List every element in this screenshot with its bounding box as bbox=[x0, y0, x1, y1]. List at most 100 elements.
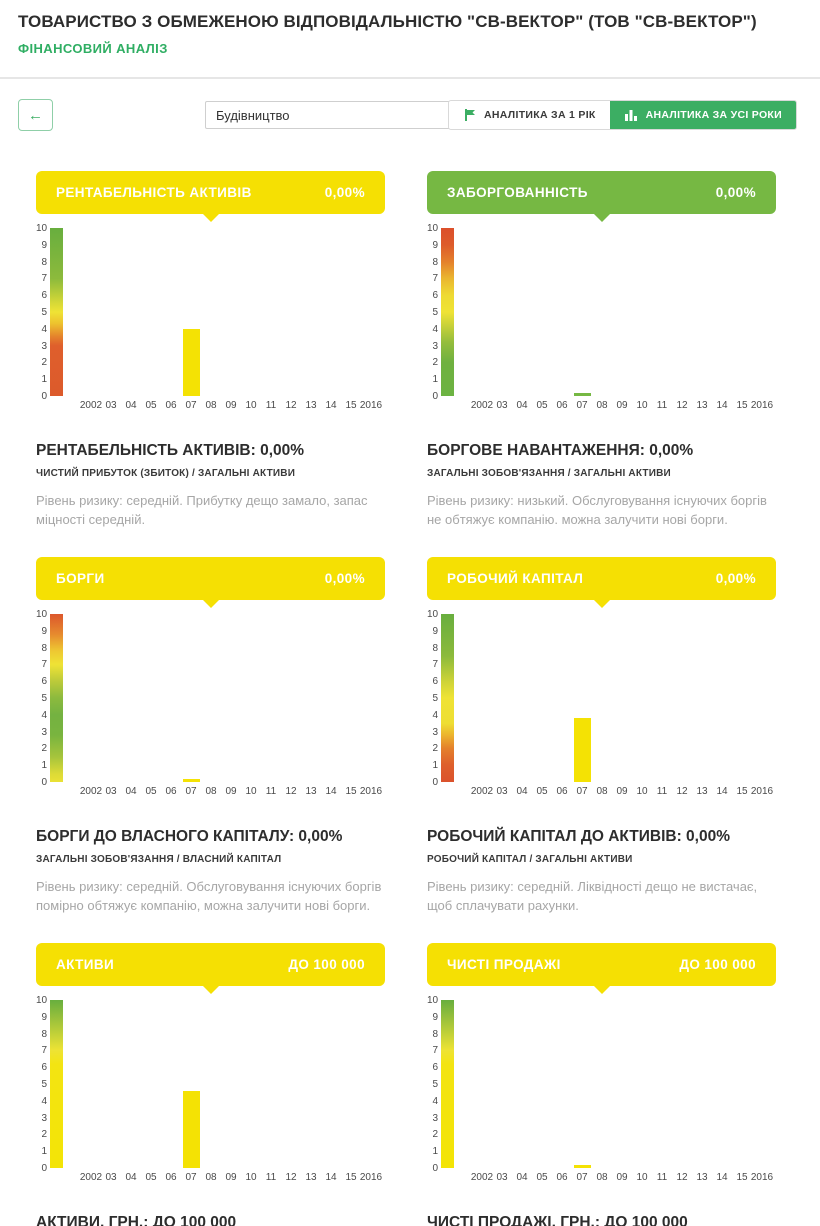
toolbar: ← Будівництво АНАЛІТИКА ЗА 1 РІК АНАЛІТИ… bbox=[0, 99, 820, 131]
y-tick-label: 1 bbox=[41, 1146, 47, 1158]
x-tick-label: 05 bbox=[536, 1172, 548, 1183]
y-tick-label: 8 bbox=[41, 256, 47, 268]
y-tick-label: 10 bbox=[36, 995, 48, 1006]
x-tick-label: 10 bbox=[245, 400, 257, 411]
x-tick-label: 11 bbox=[265, 786, 277, 797]
page-subtitle: ФІНАНСОВИЙ АНАЛІЗ bbox=[18, 41, 168, 56]
x-tick-label: 03 bbox=[105, 1172, 117, 1183]
flag-chart-icon bbox=[465, 109, 476, 121]
y-tick-label: 7 bbox=[41, 273, 47, 285]
metric-formula: РОБОЧИЙ КАПІТАЛ / ЗАГАЛЬНІ АКТИВИ bbox=[427, 854, 633, 865]
x-tick-label: 12 bbox=[285, 1172, 297, 1183]
y-tick-label: 4 bbox=[432, 1095, 438, 1107]
x-tick-label: 08 bbox=[596, 400, 608, 411]
x-tick-label: 14 bbox=[716, 400, 728, 411]
x-tick-label: 10 bbox=[636, 786, 648, 797]
y-tick-label: 1 bbox=[432, 1146, 438, 1158]
bar-chart-icon bbox=[624, 110, 637, 121]
y-tick-label: 10 bbox=[427, 995, 439, 1006]
y-tick-label: 9 bbox=[432, 1011, 438, 1023]
x-tick-label: 03 bbox=[105, 786, 117, 797]
y-tick-label: 9 bbox=[432, 239, 438, 251]
metric-chart: 10 9 8 7 6 5 4 3 2 1 0 bbox=[427, 995, 776, 1174]
metric-header-banner: РЕНТАБЕЛЬНІСТЬ АКТИВІВ 0,00% bbox=[36, 171, 385, 222]
y-tick-label: 9 bbox=[41, 1011, 47, 1023]
x-tick-label: 05 bbox=[536, 786, 548, 797]
y-tick-label: 2 bbox=[41, 743, 47, 755]
y-tick-label: 2 bbox=[41, 357, 47, 369]
y-tick-label: 2 bbox=[41, 1129, 47, 1141]
x-tick-label: 06 bbox=[556, 1172, 568, 1183]
x-axis: 2002 03 04 05 06 07 08 09 10 11 12 13 14 15 2016 bbox=[427, 1172, 776, 1185]
x-tick-label: 13 bbox=[696, 786, 708, 797]
y-tick-label: 3 bbox=[41, 726, 47, 738]
y-tick-label: 3 bbox=[432, 1112, 438, 1124]
x-tick-label: 11 bbox=[656, 400, 668, 411]
metric-panel: ЗАБОРГОВАННІСТЬ 0,00% 10 9 8 7 6 5 4 3 2 1 0 2002 0… bbox=[427, 171, 776, 530]
x-tick-label: 11 bbox=[656, 1172, 668, 1183]
x-tick-label: 14 bbox=[716, 1172, 728, 1183]
header-pointer-icon bbox=[593, 986, 610, 994]
analytics-all-years-button[interactable]: АНАЛІТИКА ЗА УСІ РОКИ bbox=[609, 101, 796, 129]
risk-scale-gradient-bar bbox=[441, 1000, 454, 1168]
metric-chart: 10 9 8 7 6 5 4 3 2 1 0 bbox=[427, 609, 776, 788]
x-tick-label: 06 bbox=[165, 400, 177, 411]
x-tick-label: 13 bbox=[305, 1172, 317, 1183]
x-tick-label: 07 bbox=[576, 1172, 588, 1183]
x-tick-label: 13 bbox=[305, 786, 317, 797]
x-tick-label: 2016 bbox=[750, 1172, 774, 1183]
y-tick-label: 4 bbox=[432, 323, 438, 335]
y-tick-label: 5 bbox=[41, 1079, 47, 1090]
x-tick-label: 15 bbox=[736, 786, 748, 797]
y-tick-label: 1 bbox=[432, 760, 438, 772]
x-tick-label: 07 bbox=[185, 786, 197, 797]
x-tick-label: 15 bbox=[345, 400, 357, 411]
metric-header-value: 0,00% bbox=[324, 571, 365, 586]
x-tick-label: 11 bbox=[265, 1172, 277, 1183]
y-tick-label: 10 bbox=[427, 609, 439, 620]
metric-formula: ЗАГАЛЬНІ ЗОБОВ'ЯЗАННЯ / ВЛАСНИЙ КАПІТАЛ bbox=[36, 854, 282, 865]
chart-bar bbox=[182, 328, 200, 396]
analytics-button-group: АНАЛІТИКА ЗА 1 РІК АНАЛІТИКА ЗА УСІ РОКИ bbox=[448, 100, 797, 130]
y-tick-label: 2 bbox=[432, 1129, 438, 1141]
x-tick-label: 08 bbox=[205, 400, 217, 411]
x-tick-label: 2002 bbox=[470, 1172, 494, 1183]
risk-scale-gradient-bar bbox=[50, 228, 63, 396]
header-pointer-icon bbox=[593, 214, 610, 222]
metric-title: РЕНТАБЕЛЬНІСТЬ АКТИВІВ: 0,00% bbox=[36, 442, 305, 459]
metric-header-label: БОРГИ bbox=[56, 571, 105, 586]
y-tick-label: 3 bbox=[432, 726, 438, 738]
metric-title: БОРГИ ДО ВЛАСНОГО КАПІТАЛУ: 0,00% bbox=[36, 828, 343, 845]
x-tick-label: 06 bbox=[165, 786, 177, 797]
x-tick-label: 07 bbox=[576, 400, 588, 411]
y-tick-label: 4 bbox=[432, 709, 438, 721]
x-tick-label: 09 bbox=[616, 786, 628, 797]
x-tick-label: 07 bbox=[185, 400, 197, 411]
y-tick-label: 6 bbox=[432, 676, 438, 688]
x-tick-label: 12 bbox=[676, 1172, 688, 1183]
x-tick-label: 2016 bbox=[359, 400, 383, 411]
y-tick-label: 8 bbox=[432, 642, 438, 654]
analytics-1-year-button[interactable]: АНАЛІТИКА ЗА 1 РІК bbox=[449, 101, 610, 129]
x-tick-label: 06 bbox=[556, 400, 568, 411]
y-tick-label: 0 bbox=[432, 777, 438, 788]
y-tick-label: 1 bbox=[432, 374, 438, 386]
metric-title: ЧИСТІ ПРОДАЖІ, ГРН.: ДО 100 000 bbox=[427, 1214, 688, 1226]
x-tick-label: 12 bbox=[676, 786, 688, 797]
chart-bar bbox=[573, 1164, 591, 1168]
y-tick-label: 5 bbox=[41, 693, 47, 704]
x-tick-label: 04 bbox=[125, 1172, 137, 1183]
metric-chart: 10 9 8 7 6 5 4 3 2 1 0 bbox=[36, 223, 385, 402]
y-tick-label: 0 bbox=[41, 1163, 47, 1174]
y-tick-label: 2 bbox=[432, 743, 438, 755]
metric-panel: ЧИСТІ ПРОДАЖІ ДО 100 000 10 9 8 7 6 5 4 3 2 1 0 20… bbox=[427, 943, 776, 1226]
y-tick-label: 1 bbox=[41, 374, 47, 386]
x-tick-label: 10 bbox=[636, 400, 648, 411]
risk-scale-gradient-bar bbox=[50, 1000, 63, 1168]
header-divider bbox=[0, 77, 820, 79]
header-pointer-icon bbox=[202, 214, 219, 222]
x-tick-label: 2016 bbox=[359, 1172, 383, 1183]
left-arrow-icon: ← bbox=[28, 106, 43, 124]
x-axis: 2002 03 04 05 06 07 08 09 10 11 12 13 14 15 2016 bbox=[427, 786, 776, 799]
back-button[interactable]: ← bbox=[18, 99, 53, 131]
